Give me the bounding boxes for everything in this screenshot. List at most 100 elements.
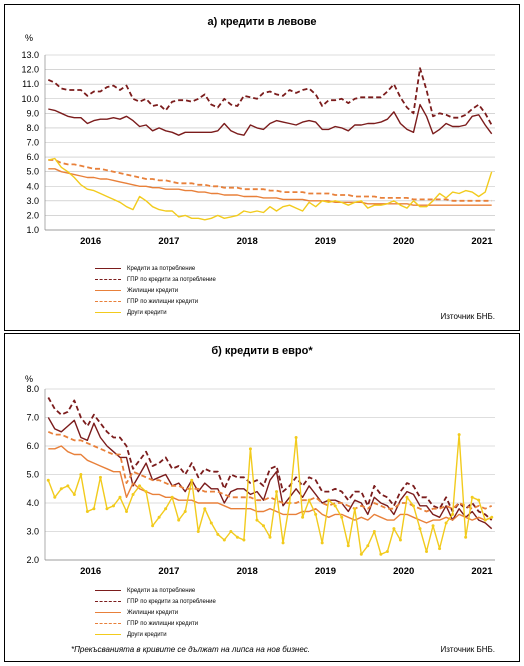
x-tick-label: 2021 xyxy=(471,566,493,577)
y-tick-label: 6.0 xyxy=(26,152,39,162)
legend-label: ГПР по кредити за потребление xyxy=(127,276,216,283)
legend: Кредити за потребление ГПР по кредити за… xyxy=(95,585,216,640)
other-loans-point xyxy=(105,507,109,511)
legend-swatch xyxy=(95,634,121,635)
y-tick-label: 2.0 xyxy=(26,210,39,220)
chart-title: б) кредити в евро* xyxy=(211,345,313,357)
other-loans-point xyxy=(131,492,135,496)
legend-item: ГПР по жилищни кредити xyxy=(95,618,216,629)
other-loans-point xyxy=(183,510,187,514)
legend-label: ГПР по жилищни кредити xyxy=(127,298,199,305)
other-loans-point xyxy=(164,507,168,511)
other-loans-point xyxy=(235,535,239,539)
other-loans-point xyxy=(392,527,396,531)
y-tick-label: 6.0 xyxy=(26,441,39,451)
x-tick-label: 2018 xyxy=(237,566,258,577)
legend-label: Жилищни кредити xyxy=(127,287,179,294)
other-loans-point xyxy=(190,478,194,482)
other-loans-point xyxy=(320,541,324,545)
other-loans-point xyxy=(170,495,174,499)
other-loans-point xyxy=(242,538,246,542)
y-tick-label: 5.0 xyxy=(26,470,39,480)
apr-consumer-loans-line xyxy=(47,397,493,521)
other-loans-point xyxy=(111,504,115,508)
legend-label: ГПР по кредити за потребление xyxy=(127,598,216,605)
other-loans-point xyxy=(327,498,331,502)
legend-item: Други кредити xyxy=(95,307,216,318)
other-loans-point xyxy=(66,484,70,488)
other-loans-point xyxy=(255,518,259,522)
other-loans-point xyxy=(398,538,402,542)
other-loans-point xyxy=(333,504,337,508)
other-loans-point xyxy=(444,521,448,525)
other-loans-point xyxy=(301,515,305,519)
y-tick-label: 1.0 xyxy=(26,225,39,235)
other-loans-point xyxy=(138,484,142,488)
other-loans-point xyxy=(229,530,233,533)
chart-panel-eur: б) кредити в евро* % 2.0 3.0 4.0 5.0 6.0 7.0 8… xyxy=(4,333,520,662)
legend-label: Други кредити xyxy=(127,631,167,638)
legend-label: Жилищни кредити xyxy=(127,609,179,616)
y-tick-label: 8.0 xyxy=(26,123,39,133)
other-loans-point xyxy=(72,492,76,496)
other-loans-point xyxy=(457,433,461,437)
other-loans-point xyxy=(275,490,279,494)
other-loans-point xyxy=(346,544,350,548)
legend-item: ГПР по кредити за потребление xyxy=(95,596,216,607)
legend-swatch xyxy=(95,601,121,602)
y-tick-label: 12.0 xyxy=(21,65,39,75)
y-tick-label: 11.0 xyxy=(22,79,39,89)
other-loans-point xyxy=(483,518,487,522)
other-loans-point xyxy=(151,524,155,528)
legend-swatch xyxy=(95,301,121,302)
source-note: Източник БНБ. xyxy=(440,312,495,321)
consumer-loans-line xyxy=(47,417,493,530)
source-note: Източник БНБ. xyxy=(440,645,495,654)
footnote: *Прекъсванията в кривите се дължат на ли… xyxy=(71,645,310,654)
legend-item: ГПР по кредити за потребление xyxy=(95,274,216,285)
x-tick-label: 2017 xyxy=(158,566,179,577)
legend-item: Кредити за потребление xyxy=(95,585,216,596)
other-loans-point xyxy=(53,495,57,499)
other-loans-point xyxy=(431,524,435,528)
legend-label: ГПР по жилищни кредити xyxy=(127,620,199,627)
other-loans-point xyxy=(385,549,389,553)
other-loans-point xyxy=(411,504,415,508)
legend-item: Кредити за потребление xyxy=(95,263,216,274)
other-loans-point xyxy=(248,447,252,451)
legend: Кредити за потребление ГПР по кредити за… xyxy=(95,263,216,318)
y-tick-label: 9.0 xyxy=(26,108,39,118)
legend-swatch xyxy=(95,612,121,613)
other-loans-point xyxy=(340,515,344,519)
other-loans-point xyxy=(196,530,200,533)
other-loans-point xyxy=(125,510,129,514)
x-tick-label: 2020 xyxy=(393,236,414,247)
legend-item: Жилищни кредити xyxy=(95,285,216,296)
legend-swatch xyxy=(95,590,121,591)
x-tick-label: 2019 xyxy=(315,566,336,577)
y-tick-label: 4.0 xyxy=(26,498,39,508)
legend-label: Кредити за потребление xyxy=(127,587,196,594)
legend-item: Други кредити xyxy=(95,629,216,640)
y-tick-label: 4.0 xyxy=(26,181,39,191)
other-loans-point xyxy=(477,498,481,502)
y-tick-label: 5.0 xyxy=(26,167,39,177)
other-loans-point xyxy=(464,535,468,539)
other-loans-point xyxy=(372,530,376,533)
y-tick-label: 2.0 xyxy=(26,555,39,565)
other-loans-point xyxy=(46,478,50,482)
legend-swatch xyxy=(95,623,121,624)
other-loans-point xyxy=(118,495,122,499)
other-loans-point xyxy=(379,552,383,556)
other-loans-point xyxy=(490,515,494,519)
other-loans-point xyxy=(59,487,63,491)
apr-housing-loans-line xyxy=(47,430,493,513)
other-loans-point xyxy=(177,518,181,522)
other-loans-point xyxy=(216,532,220,536)
other-loans-point xyxy=(405,495,409,499)
other-loans-point xyxy=(209,521,213,525)
y-tick-label: 10.0 xyxy=(21,94,39,104)
other-loans-point xyxy=(288,501,292,505)
y-axis-unit: % xyxy=(25,374,34,384)
other-loans-point xyxy=(314,512,318,516)
